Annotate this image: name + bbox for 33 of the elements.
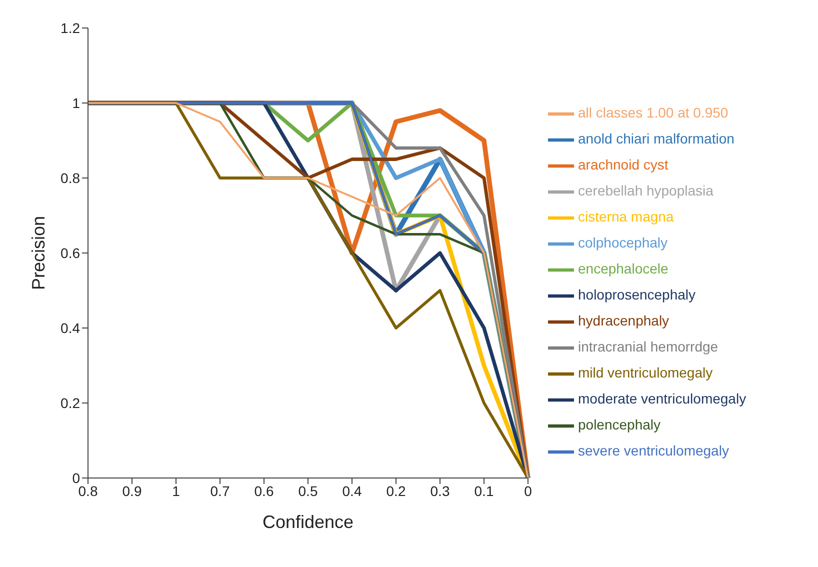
y-tick-label: 1.2	[60, 20, 80, 36]
legend-label: anold chiari malformation	[578, 130, 734, 147]
y-tick-label: 0.4	[60, 320, 80, 336]
x-tick-label: 0.7	[210, 482, 230, 499]
x-tick-label: 0.9	[122, 482, 142, 499]
legend-label: cerebellah hypoplasia	[578, 182, 714, 199]
x-tick-label: 0.1	[474, 482, 494, 499]
y-tick-label: 1	[72, 94, 80, 111]
legend-label: encephalocele	[578, 260, 668, 277]
x-tick-label: 1	[172, 482, 180, 499]
x-tick-label: 0.3	[430, 482, 450, 499]
legend-label: severe ventriculomegaly	[578, 442, 729, 459]
y-tick-label: 0.8	[60, 170, 80, 186]
legend-label: all classes 1.00 at 0.950	[578, 104, 728, 121]
legend-label: hydracenphaly	[578, 312, 670, 329]
legend-label: mild ventriculomegaly	[578, 364, 713, 381]
legend-label: polencephaly	[578, 416, 661, 433]
y-axis-title: Precision	[28, 216, 48, 290]
legend-label: holoprosencephaly	[578, 286, 696, 303]
y-tick-label: 0.6	[60, 244, 80, 261]
y-tick-label: 0	[72, 470, 80, 486]
legend-label: arachnoid cyst	[578, 156, 668, 173]
x-tick-label: 0	[524, 482, 532, 499]
x-axis-title: Confidence	[262, 512, 354, 532]
legend-label: moderate ventriculomegaly	[578, 390, 746, 407]
y-tick-label: 0.2	[60, 394, 80, 411]
x-tick-label: 0.6	[254, 482, 274, 499]
x-tick-label: 0.2	[386, 482, 406, 499]
legend-label: colphocephaly	[578, 234, 668, 251]
legend-label: intracranial hemorrdge	[578, 338, 718, 355]
x-tick-label: 0.4	[342, 482, 362, 499]
x-tick-label: 0.5	[298, 482, 318, 499]
legend-label: cisterna magna	[578, 208, 674, 225]
